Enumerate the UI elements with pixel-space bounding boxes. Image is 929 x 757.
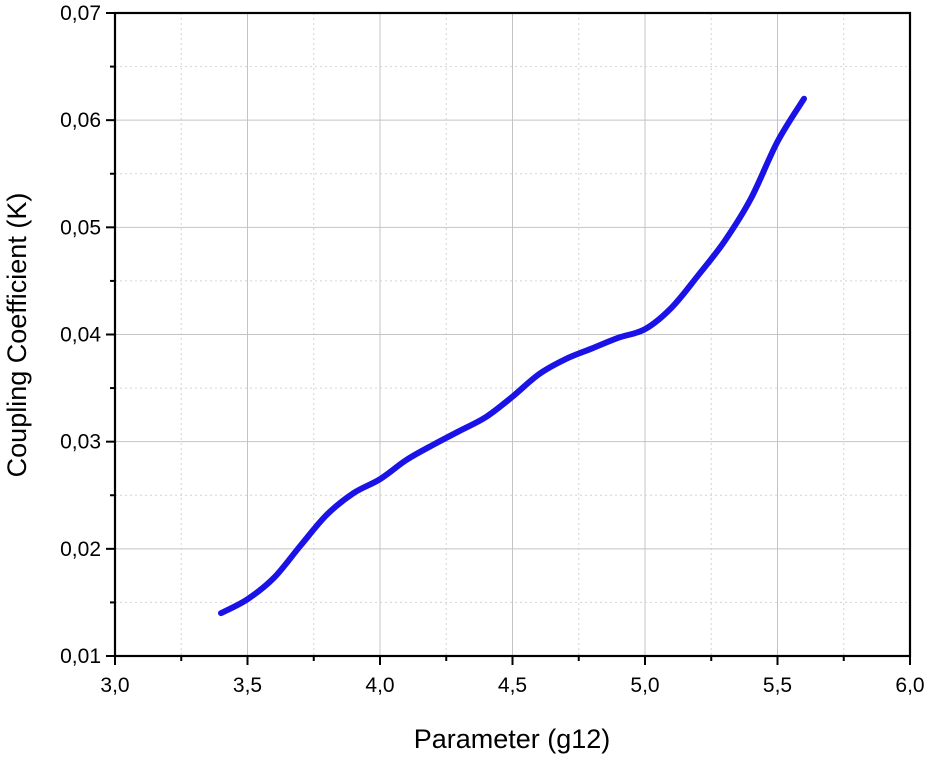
y-tick-label: 0,07 (60, 2, 101, 25)
x-tick-label: 5,5 (763, 674, 792, 697)
tick-labels: 3,0 3,5 4,0 4,5 5,0 5,5 6,0 0,01 0,02 0,03 0,04 0,0… (60, 2, 924, 697)
y-tick-label: 0,05 (60, 216, 101, 239)
y-tick-label: 0,01 (60, 645, 101, 668)
y-tick-label: 0,04 (60, 324, 101, 347)
x-tick-label: 6,0 (895, 674, 924, 697)
x-tick-label: 3,0 (100, 674, 129, 697)
y-tick-label: 0,03 (60, 431, 101, 454)
x-tick-label: 3,5 (233, 674, 262, 697)
y-tick-label: 0,06 (60, 109, 101, 132)
grid (115, 13, 910, 656)
y-axis-title: Coupling Coefficient (K) (2, 193, 32, 478)
x-tick-label: 5,0 (630, 674, 659, 697)
line-layer (218, 95, 807, 617)
x-tick-label: 4,5 (498, 674, 527, 697)
ticks (106, 12, 911, 665)
x-tick-label: 4,0 (365, 674, 394, 697)
x-axis-title: Parameter (g12) (414, 724, 611, 754)
series-line (218, 95, 807, 617)
y-tick-label: 0,02 (60, 538, 101, 561)
